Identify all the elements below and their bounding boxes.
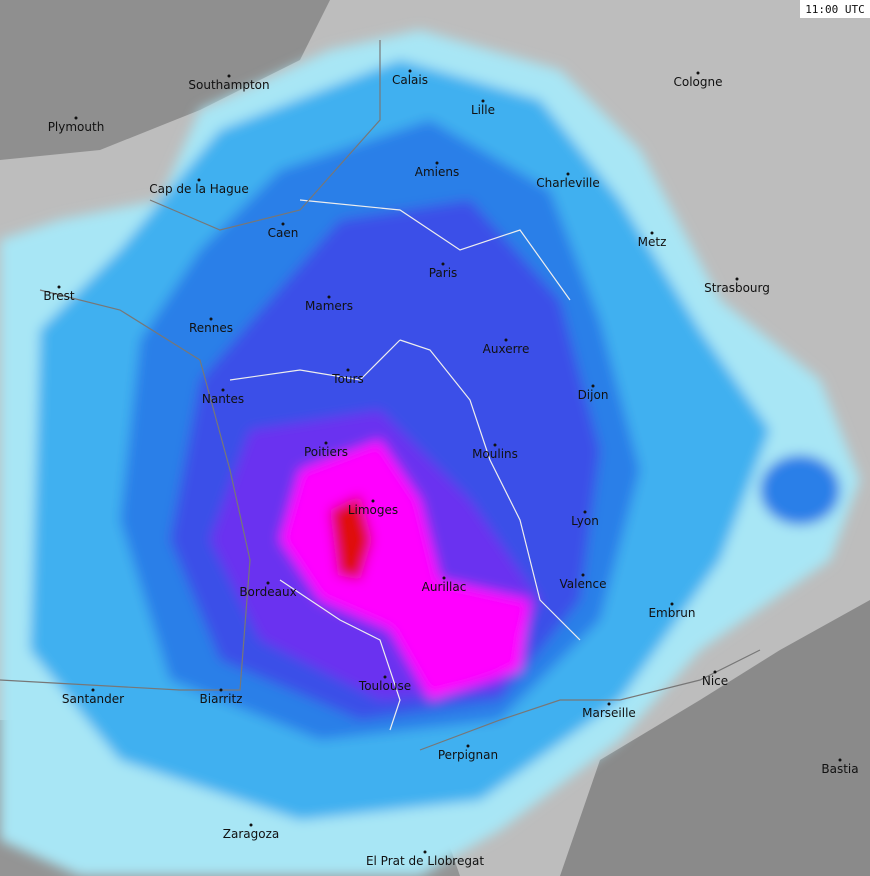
city-dot: [197, 178, 201, 182]
city-label: Moulins: [472, 447, 518, 461]
city-dot: [227, 74, 231, 78]
city-label: Cologne: [673, 75, 722, 89]
city-label: Paris: [429, 266, 458, 280]
city-label: Poitiers: [304, 445, 348, 459]
city-label: Brest: [43, 289, 75, 303]
city-dot: [481, 99, 485, 103]
city-label: Bordeaux: [239, 585, 296, 599]
city-label: Nantes: [202, 392, 244, 406]
city-label: Limoges: [348, 503, 398, 517]
city-label: Caen: [268, 226, 299, 240]
city-dot: [435, 161, 439, 165]
city-label: Toulouse: [358, 679, 411, 693]
city-dot: [281, 222, 285, 226]
city-dot: [266, 581, 270, 585]
city-dot: [696, 71, 700, 75]
city-dot: [383, 675, 387, 679]
city-label: Santander: [62, 692, 124, 706]
city-labels: Southampton Plymouth Calais Lille Cologne Ami…: [43, 69, 859, 868]
city-dot: [423, 850, 427, 854]
city-dot: [838, 758, 842, 762]
city-label: Rennes: [189, 321, 233, 335]
city-label: Nice: [702, 674, 728, 688]
city-dot: [209, 317, 213, 321]
city-dot: [408, 69, 412, 73]
city-label: Lille: [471, 103, 495, 117]
city-label: Cap de la Hague: [149, 182, 248, 196]
coastline: [0, 40, 761, 751]
city-label: Valence: [560, 577, 607, 591]
city-label: Marseille: [582, 706, 636, 720]
borders: [229, 199, 581, 731]
city-label: Aurillac: [422, 580, 467, 594]
city-label: Southampton: [188, 78, 269, 92]
city-dot: [650, 231, 654, 235]
city-dot: [249, 823, 253, 827]
radar-echoes: [0, 30, 860, 876]
city-dot: [735, 277, 739, 281]
city-label: Auxerre: [483, 342, 530, 356]
city-label: Zaragoza: [223, 827, 279, 841]
city-dot: [504, 338, 508, 342]
city-label: Charleville: [536, 176, 599, 190]
city-label: El Prat de Llobregat: [366, 854, 484, 868]
city-dot: [442, 576, 446, 580]
city-dot: [74, 116, 78, 120]
city-label: Strasbourg: [704, 281, 770, 295]
city-dot: [219, 688, 223, 692]
city-dot: [327, 295, 331, 299]
city-label: Tours: [331, 372, 363, 386]
city-label: Bastia: [821, 762, 858, 776]
city-label: Dijon: [578, 388, 609, 402]
city-label: Amiens: [415, 165, 459, 179]
city-label: Biarritz: [200, 692, 243, 706]
city-label: Mamers: [305, 299, 353, 313]
city-dot: [441, 262, 445, 266]
timestamp: 11:00 UTC: [805, 3, 865, 16]
city-dot: [324, 441, 328, 445]
city-dot: [91, 688, 95, 692]
city-label: Perpignan: [438, 748, 498, 762]
city-dot: [493, 443, 497, 447]
city-dot: [607, 702, 611, 706]
city-label: Calais: [392, 73, 428, 87]
city-dot: [57, 285, 61, 289]
timestamp-box: [800, 0, 870, 18]
city-dot: [566, 172, 570, 176]
city-dot: [221, 388, 225, 392]
city-dot: [581, 573, 585, 577]
city-dot: [371, 499, 375, 503]
city-dot: [670, 602, 674, 606]
city-label: Metz: [638, 235, 667, 249]
city-label: Embrun: [648, 606, 695, 620]
city-dot: [346, 368, 350, 372]
city-dot: [713, 670, 717, 674]
city-label: Plymouth: [48, 120, 105, 134]
city-dot: [583, 510, 587, 514]
city-dot: [466, 744, 470, 748]
city-label: Lyon: [571, 514, 599, 528]
city-dot: [591, 384, 595, 388]
